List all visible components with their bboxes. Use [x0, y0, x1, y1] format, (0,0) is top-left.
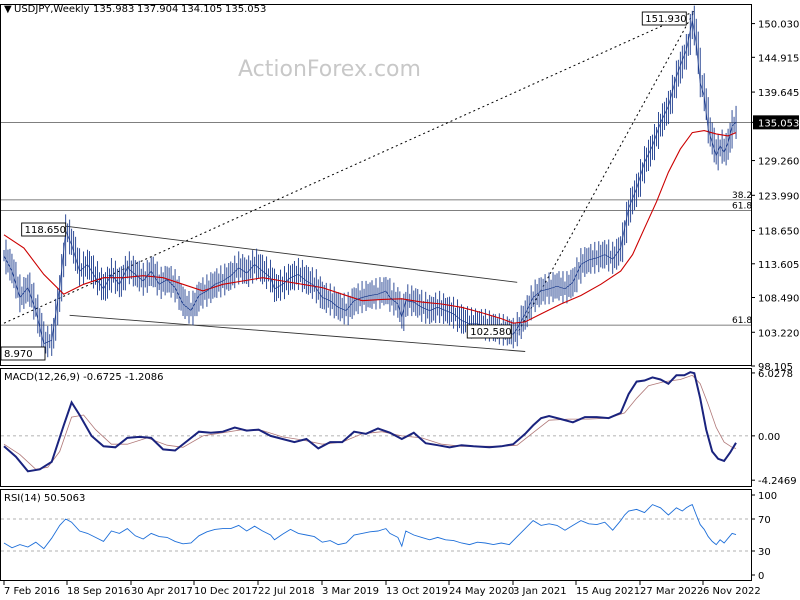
- price-panel: 151.930118.650102.5808.97038.261.861.815…: [0, 4, 799, 373]
- watermark: ActionForex.com: [238, 57, 421, 82]
- price-y-tick-label: 123.990: [758, 191, 799, 202]
- fib-level-label: 61.8: [732, 201, 752, 211]
- moving-average-line: [3, 130, 737, 324]
- x-tick-label: 13 Oct 2019: [386, 586, 448, 597]
- price-y-tick-label: 108.490: [758, 294, 799, 305]
- price-y-tick-label: 103.220: [758, 328, 799, 339]
- price-label: 118.650: [25, 225, 66, 236]
- macd-y-tick-label: -4.2469: [758, 476, 797, 487]
- macd-label: MACD(12,26,9) -0.6725 -1.2086: [4, 372, 164, 383]
- x-tick-label: 22 Jul 2018: [258, 586, 315, 597]
- x-tick-label: 3 Jan 2021: [513, 586, 567, 597]
- chart-title: USDJPY,Weekly: [14, 4, 90, 15]
- price-label-box: [0, 346, 46, 361]
- rsi-y-tick-label: 30: [758, 547, 771, 558]
- price-y-tick-label: 113.605: [758, 260, 799, 271]
- macd-y-tick-label: 6.0278: [758, 369, 793, 380]
- ohlc-low: 134.105: [181, 4, 222, 15]
- price-y-tick-label: 144.915: [758, 53, 799, 64]
- rsi-panel: RSI(14) 50.5063 100 70 30 0: [0, 489, 777, 582]
- rsi-y-tick-label: 0: [758, 571, 764, 582]
- price-y-tick-label: 129.260: [758, 157, 799, 168]
- macd-panel: MACD(12,26,9) -0.6725 -1.2086 6.0278 0.00 -…: [0, 368, 797, 487]
- channel-upper-line: [65, 225, 518, 283]
- price-label-box: [641, 11, 687, 26]
- price-frame: [0, 4, 752, 366]
- x-tick-label: 10 Dec 2017: [194, 586, 258, 597]
- macd-frame: [0, 368, 752, 487]
- macd-y-tick-label: 0.00: [758, 432, 780, 443]
- x-tick-label: 30 Apr 2017: [131, 586, 193, 597]
- rsi-label: RSI(14) 50.5063: [4, 493, 85, 504]
- price-label: 102.580: [470, 327, 511, 338]
- rsi-y-tick-label: 100: [758, 491, 777, 502]
- fib-level-label: 38.2: [732, 191, 752, 201]
- price-label-box: [466, 324, 512, 339]
- price-y-tick-label: 139.645: [758, 88, 799, 99]
- x-tick-label: 15 Aug 2021: [576, 586, 640, 597]
- ohlc-high: 137.904: [137, 4, 178, 15]
- symbol-dropdown-icon[interactable]: ▼: [4, 4, 12, 15]
- ohlc-open: 135.983: [93, 4, 134, 15]
- price-y-tick-label: 118.650: [758, 227, 799, 238]
- price-label-box: [21, 222, 67, 237]
- channel-lower-line: [69, 314, 526, 352]
- price-y-tick-label: 98.105: [758, 362, 793, 373]
- fib-level-label: 61.8: [732, 316, 752, 326]
- macd-line: [3, 371, 737, 473]
- x-tick-label: 18 Sep 2016: [67, 586, 130, 597]
- rsi-y-tick-label: 70: [758, 515, 771, 526]
- price-y-tick-label: 150.030: [758, 20, 799, 31]
- price-label: 151.930: [645, 14, 686, 25]
- last-price-tag: [753, 115, 799, 130]
- x-tick-label: 7 Feb 2016: [4, 586, 60, 597]
- chart-header: ▼ USDJPY,Weekly 135.983 137.904 134.105 …: [4, 4, 266, 15]
- x-tick-label: 27 Mar 2022: [640, 586, 703, 597]
- rsi-line: [3, 504, 737, 550]
- price-close-line: [3, 20, 737, 345]
- x-tick-label: 24 May 2020: [449, 586, 514, 597]
- x-axis: 7 Feb 2016 18 Sep 2016 30 Apr 2017 10 Dec 2…: [3, 581, 761, 597]
- x-tick-label: 3 Mar 2019: [322, 586, 379, 597]
- rsi-frame: [0, 489, 752, 581]
- x-tick-label: 6 Nov 2022: [703, 586, 761, 597]
- ohlc-close: 135.053: [225, 4, 266, 15]
- last-price-value: 135.053: [758, 118, 799, 129]
- price-label: 8.970: [4, 349, 33, 360]
